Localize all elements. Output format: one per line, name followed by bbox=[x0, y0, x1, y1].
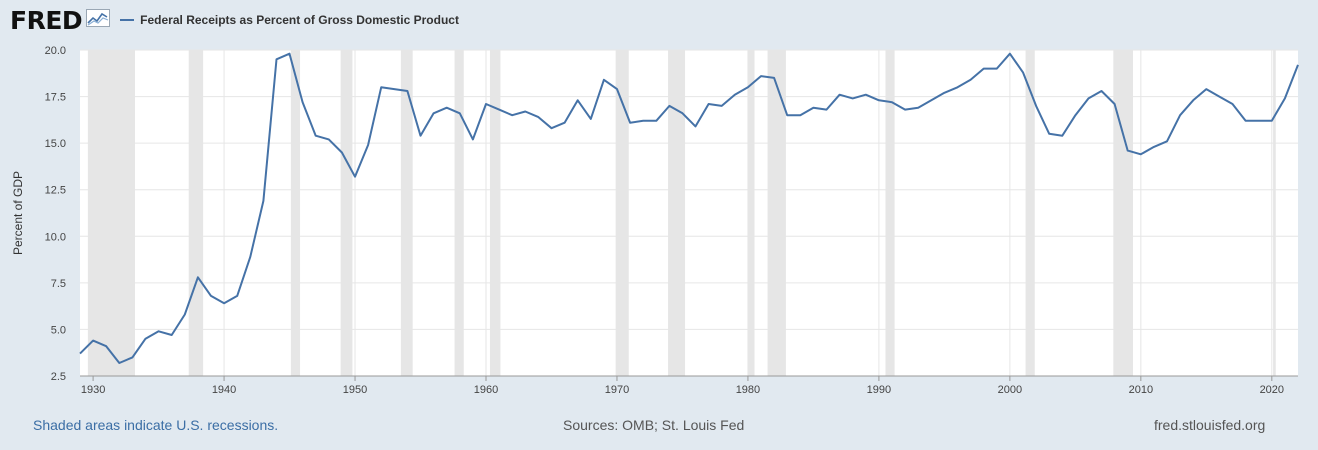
x-tick-label: 1960 bbox=[474, 384, 498, 396]
recession-band bbox=[489, 50, 501, 376]
legend: Federal Receipts as Percent of Gross Dom… bbox=[120, 13, 459, 27]
x-tick-label: 1970 bbox=[605, 384, 629, 396]
recession-band bbox=[400, 50, 413, 376]
recession-band bbox=[454, 50, 464, 376]
x-tick-label: 1990 bbox=[867, 384, 891, 396]
series-line bbox=[79, 52, 1299, 364]
y-tick-label: 10.0 bbox=[45, 231, 66, 243]
x-tick-label: 1940 bbox=[212, 384, 236, 396]
y-tick-label: 17.5 bbox=[45, 92, 66, 104]
x-tick-label: 1950 bbox=[343, 384, 367, 396]
y-tick-label: 7.5 bbox=[51, 278, 66, 290]
y-tick-label: 12.5 bbox=[45, 185, 66, 197]
recessions-note-link[interactable]: Shaded areas indicate U.S. recessions. bbox=[33, 417, 279, 433]
recession-band bbox=[767, 50, 786, 376]
legend-label: Federal Receipts as Percent of Gross Dom… bbox=[140, 13, 459, 27]
recession-band bbox=[188, 50, 204, 376]
plot-area bbox=[80, 50, 1298, 376]
legend-swatch bbox=[120, 19, 135, 21]
chart-header: FRED Federal Receipts as Percent of Gros… bbox=[10, 5, 459, 35]
recession-band bbox=[1273, 50, 1276, 376]
recession-band bbox=[87, 50, 136, 376]
recession-band bbox=[1113, 50, 1133, 376]
recession-band bbox=[668, 50, 686, 376]
recession-band bbox=[885, 50, 895, 376]
fred-logo[interactable]: FRED bbox=[10, 5, 83, 35]
y-tick-label: 5.0 bbox=[51, 324, 66, 336]
y-tick-label: 2.5 bbox=[51, 371, 66, 383]
recession-band bbox=[290, 50, 301, 376]
x-tick-label: 2020 bbox=[1260, 384, 1284, 396]
recession-band bbox=[1025, 50, 1035, 376]
x-tick-label: 2010 bbox=[1129, 384, 1153, 396]
site-url: fred.stlouisfed.org bbox=[1154, 417, 1266, 433]
x-tick-label: 2000 bbox=[998, 384, 1022, 396]
x-tick-label: 1930 bbox=[81, 384, 105, 396]
recession-band bbox=[340, 50, 353, 376]
y-tick-label: 15.0 bbox=[45, 138, 66, 150]
x-tick-label: 1980 bbox=[736, 384, 760, 396]
sources-text: Sources: OMB; St. Louis Fed bbox=[563, 417, 745, 433]
recession-band bbox=[747, 50, 755, 376]
recession-band bbox=[615, 50, 629, 376]
trend-line-icon bbox=[86, 8, 111, 32]
y-axis-label: Percent of GDP bbox=[11, 171, 25, 255]
y-tick-label: 20.0 bbox=[45, 45, 66, 57]
